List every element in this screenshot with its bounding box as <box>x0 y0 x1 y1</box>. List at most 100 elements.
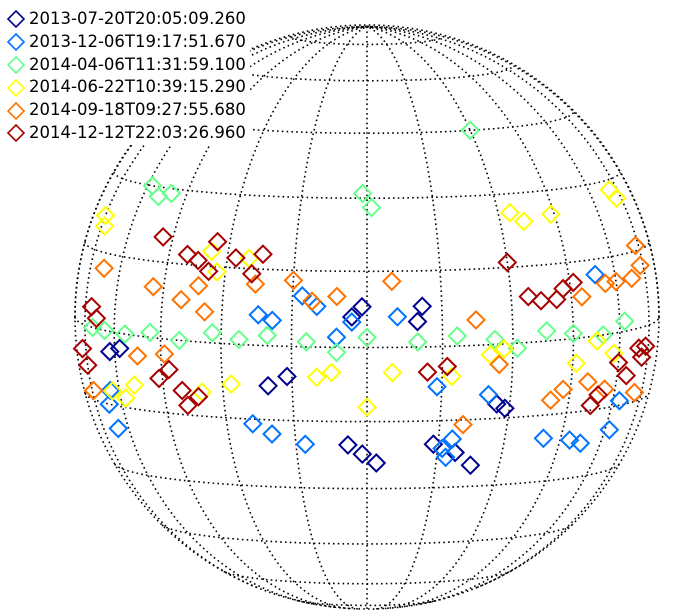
data-point <box>72 338 93 359</box>
data-point <box>513 211 534 232</box>
data-point <box>606 188 627 209</box>
data-point <box>86 308 107 329</box>
data-point <box>531 290 551 311</box>
data-point <box>229 329 249 350</box>
data-point <box>292 285 313 306</box>
data-point <box>94 320 115 341</box>
data-point <box>77 355 98 376</box>
data-point <box>127 346 148 366</box>
latitude-line <box>290 36 444 46</box>
data-point <box>571 286 592 307</box>
data-point <box>387 306 408 327</box>
latitude-line <box>161 524 573 545</box>
data-point <box>177 244 198 265</box>
legend-diamond-icon <box>6 123 26 143</box>
legend-label: 2014-09-18T09:27:55.680 <box>29 100 246 120</box>
data-point <box>94 216 115 237</box>
data-point <box>580 395 601 416</box>
data-point <box>341 312 362 333</box>
data-point <box>177 395 198 416</box>
data-point <box>198 261 219 282</box>
data-point <box>494 339 515 359</box>
data-point <box>417 362 438 383</box>
data-point <box>432 438 453 459</box>
data-point <box>460 455 481 476</box>
data-point <box>306 367 327 388</box>
data-point <box>321 362 342 383</box>
data-point <box>262 310 283 331</box>
data-point <box>206 261 227 282</box>
legend-entry: 2013-12-06T19:17:51.670 <box>6 31 246 54</box>
data-point <box>306 296 327 317</box>
data-point <box>447 325 468 346</box>
data-point <box>453 414 473 435</box>
data-point <box>587 330 608 351</box>
data-point <box>489 354 510 375</box>
data-point <box>296 331 317 352</box>
series-1 <box>99 296 515 476</box>
data-point <box>621 268 642 289</box>
longitude-line <box>366 25 650 589</box>
data-point <box>108 418 129 439</box>
legend-entry: 2014-12-12T22:03:26.960 <box>6 122 246 145</box>
legend-diamond-icon <box>6 9 26 29</box>
data-point <box>588 384 609 405</box>
data-point <box>437 356 458 377</box>
data-point <box>221 374 242 395</box>
longitude-line <box>366 25 575 608</box>
data-point <box>352 444 373 465</box>
data-point <box>202 322 223 343</box>
legend-diamond-icon <box>6 78 26 98</box>
data-point <box>599 419 620 440</box>
series-3 <box>82 120 635 363</box>
data-point <box>100 380 121 401</box>
data-point <box>94 258 115 279</box>
data-point <box>172 380 193 401</box>
series-5 <box>83 235 651 435</box>
data-point <box>242 413 263 434</box>
data-point <box>326 327 347 348</box>
data-point <box>262 424 282 444</box>
data-point <box>357 327 377 348</box>
data-point <box>381 271 402 292</box>
data-point <box>352 296 372 317</box>
data-point <box>295 434 316 455</box>
longitude-line <box>366 25 514 610</box>
data-point <box>169 330 190 351</box>
legend-diamond-icon <box>6 32 26 52</box>
data-point <box>99 341 120 362</box>
data-point <box>442 429 463 449</box>
data-point <box>563 272 584 293</box>
data-point <box>595 273 616 294</box>
data-point <box>559 430 580 451</box>
data-point <box>115 388 136 409</box>
data-point <box>606 271 626 292</box>
data-point <box>366 453 387 473</box>
legend-diamond-icon <box>6 101 26 121</box>
data-point <box>614 311 635 332</box>
series-6 <box>72 226 656 416</box>
series-2 <box>99 264 630 468</box>
legend-label: 2014-06-22T10:39:15.290 <box>29 77 246 97</box>
latitude-line <box>74 317 660 349</box>
legend-label: 2014-04-06T11:31:59.100 <box>29 54 246 74</box>
data-point <box>407 332 428 352</box>
legend: 2013-07-20T20:05:09.260 2013-12-06T19:17:… <box>6 8 250 145</box>
data-point <box>609 390 630 411</box>
data-point <box>624 382 645 403</box>
data-point <box>507 338 528 359</box>
data-point <box>171 289 192 310</box>
data-point <box>407 311 428 332</box>
data-point <box>382 362 403 383</box>
data-point <box>570 433 591 454</box>
data-point <box>594 379 615 400</box>
data-point <box>143 276 164 297</box>
data-point <box>412 296 433 317</box>
data-point <box>140 322 160 343</box>
data-point <box>357 397 377 418</box>
data-point <box>153 226 174 247</box>
data-markers <box>72 120 656 476</box>
data-point <box>361 197 382 218</box>
data-point <box>352 183 373 204</box>
